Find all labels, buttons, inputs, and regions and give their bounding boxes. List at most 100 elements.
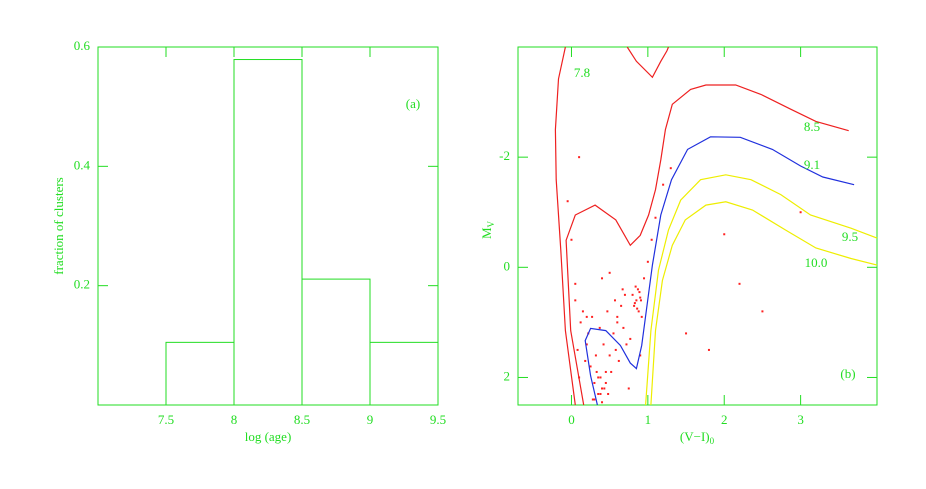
- star-point: [608, 354, 611, 357]
- isochrone-label: 7.8: [574, 65, 590, 80]
- x-tick-label: 2: [721, 412, 728, 427]
- star-point: [625, 343, 628, 346]
- star-point: [585, 315, 588, 318]
- star-point: [627, 387, 630, 390]
- star-point: [570, 238, 573, 241]
- histogram-bar: [233, 59, 303, 406]
- star-point: [598, 326, 601, 329]
- y-tick-label: 2: [504, 368, 511, 383]
- star-point: [578, 156, 581, 159]
- star-point: [566, 200, 569, 203]
- star-point: [623, 293, 626, 296]
- star-point: [631, 293, 634, 296]
- star-point: [614, 299, 617, 302]
- x-tick-label: 8: [231, 412, 238, 427]
- star-point: [576, 348, 579, 351]
- star-point: [581, 310, 584, 313]
- isochrone: [584, 136, 855, 406]
- isochrone-label: 8.5: [804, 119, 820, 134]
- x-tick-label: 1: [645, 412, 652, 427]
- star-point: [589, 365, 592, 368]
- star-point: [585, 343, 588, 346]
- histogram-bar: [301, 278, 371, 406]
- plot-frame: [517, 46, 878, 406]
- star-point: [707, 348, 710, 351]
- isochrone-label: 9.5: [842, 229, 858, 244]
- star-point: [636, 307, 639, 310]
- y-axis-label-main: M: [479, 227, 494, 239]
- star-point: [574, 299, 577, 302]
- star-point: [685, 332, 688, 335]
- star-point: [591, 398, 594, 401]
- star-point: [591, 315, 594, 318]
- y-tick-label: -2: [499, 148, 510, 163]
- panel-label: (b): [840, 366, 855, 381]
- star-point: [620, 304, 623, 307]
- star-point: [723, 233, 726, 236]
- x-tick-label: 0: [568, 412, 575, 427]
- star-point: [639, 354, 642, 357]
- star-point: [635, 299, 638, 302]
- x-axis-label-sub: 0: [710, 436, 715, 446]
- star-point: [579, 321, 582, 324]
- star-point: [799, 211, 802, 214]
- star-point: [603, 387, 606, 390]
- star-point: [633, 302, 636, 305]
- star-point: [634, 285, 637, 288]
- star-point: [604, 381, 607, 384]
- star-point: [612, 332, 615, 335]
- star-point: [636, 288, 639, 291]
- x-tick-label: 7.5: [158, 412, 174, 427]
- panel-label: (a): [406, 96, 420, 111]
- star-point: [593, 398, 596, 401]
- star-point: [738, 282, 741, 285]
- y-tick-label: 0.4: [74, 157, 91, 172]
- star-point: [608, 271, 611, 274]
- star-point: [640, 315, 643, 318]
- star-point: [584, 359, 587, 362]
- y-tick-label: 0.2: [74, 277, 90, 292]
- star-point: [662, 183, 665, 186]
- star-point: [637, 310, 640, 313]
- x-axis-label-main: (V−I): [680, 429, 710, 444]
- isochrone-label: 9.1: [804, 157, 820, 172]
- histogram-bar: [369, 341, 439, 406]
- star-point: [601, 387, 604, 390]
- star-point: [622, 326, 625, 329]
- star-point: [601, 401, 604, 404]
- x-tick-label: 9.5: [430, 412, 446, 427]
- star-point: [761, 310, 764, 313]
- star-point: [616, 315, 619, 318]
- star-point: [595, 370, 598, 373]
- isochrone-label: 10.0: [805, 255, 828, 270]
- star-point: [602, 343, 605, 346]
- star-point: [617, 359, 620, 362]
- plot-frame: [97, 46, 439, 406]
- star-point: [599, 392, 602, 395]
- star-point: [654, 216, 657, 219]
- star-point: [639, 296, 642, 299]
- isochrone: [554, 46, 670, 406]
- star-point: [597, 376, 600, 379]
- isochrone: [650, 201, 878, 406]
- star-point: [601, 277, 604, 280]
- y-axis-label: MV: [479, 220, 496, 239]
- star-point: [614, 348, 617, 351]
- star-point: [650, 238, 653, 241]
- star-point: [616, 321, 619, 324]
- star-point: [606, 310, 609, 313]
- star-point: [639, 299, 642, 302]
- isochrone: [565, 84, 849, 406]
- star-point: [629, 337, 632, 340]
- star-point: [594, 354, 597, 357]
- x-tick-label: 3: [797, 412, 804, 427]
- y-axis-label-sub: V: [486, 220, 496, 227]
- star-point: [599, 376, 602, 379]
- star-point: [621, 288, 624, 291]
- star-point: [597, 392, 600, 395]
- star-point: [610, 370, 613, 373]
- y-axis-label: fraction of clusters: [51, 177, 66, 274]
- isochrone: [645, 174, 878, 406]
